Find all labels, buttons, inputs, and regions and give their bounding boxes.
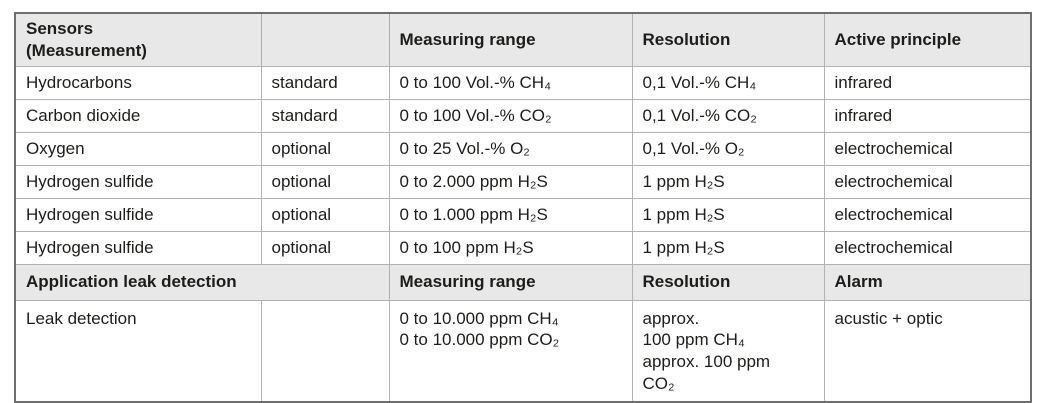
availability-cell: standard: [260, 98, 390, 133]
header-resolution: Resolution: [631, 12, 825, 67]
availability-cell: optional: [260, 131, 390, 166]
sensor-name-cell: Hydrogen sulfide: [14, 197, 262, 232]
table-row-hydrogen-sulfide-1000: Hydrogen sulfide optional 0 to 1.000 ppm…: [14, 197, 1032, 232]
table-row-hydrocarbons: Hydrocarbons standard 0 to 100 Vol.-% CH…: [14, 65, 1032, 100]
availability-cell: optional: [260, 230, 390, 265]
header-active-principle: Active principle: [823, 12, 1032, 67]
sensor-name-cell: Hydrogen sulfide: [14, 230, 262, 265]
resolution-cell: 1 ppm H₂S: [631, 230, 825, 265]
resolution-cell: 0,1 Vol.-% CH₄: [631, 65, 825, 100]
table-row-leak-detection: Leak detection 0 to 10.000 ppm CH₄ 0 to …: [14, 299, 1032, 403]
measuring-range-cell: 0 to 25 Vol.-% O₂: [388, 131, 633, 166]
active-principle-cell: infrared: [823, 98, 1032, 133]
active-principle-cell: electrochemical: [823, 131, 1032, 166]
resolution-cell: 1 ppm H₂S: [631, 197, 825, 232]
sensor-spec-table: Sensors (Measurement) Measuring range Re…: [14, 12, 1032, 403]
active-principle-cell: electrochemical: [823, 230, 1032, 265]
leak-name-cell: Leak detection: [14, 299, 262, 403]
resolution-cell: 0,1 Vol.-% CO₂: [631, 98, 825, 133]
availability-cell: standard: [260, 65, 390, 100]
leak-measuring-range-cell: 0 to 10.000 ppm CH₄ 0 to 10.000 ppm CO₂: [388, 299, 633, 403]
table-row-hydrogen-sulfide-100: Hydrogen sulfide optional 0 to 100 ppm H…: [14, 230, 1032, 265]
table-row-carbon-dioxide: Carbon dioxide standard 0 to 100 Vol.-% …: [14, 98, 1032, 133]
sensor-name-cell: Carbon dioxide: [14, 98, 262, 133]
header-availability-blank: [260, 12, 390, 67]
measuring-range-cell: 0 to 100 Vol.-% CO₂: [388, 98, 633, 133]
table-row-hydrogen-sulfide-2000: Hydrogen sulfide optional 0 to 2.000 ppm…: [14, 164, 1032, 199]
header-measuring-range: Measuring range: [388, 12, 633, 67]
header-sensors-measurement: Sensors (Measurement): [14, 12, 262, 67]
leak-resolution-cell: approx. 100 ppm CH₄ approx. 100 ppm CO₂: [631, 299, 825, 403]
resolution-cell: 0,1 Vol.-% O₂: [631, 131, 825, 166]
leak-availability-cell: [260, 299, 390, 403]
sensor-name-cell: Oxygen: [14, 131, 262, 166]
header-leak-measuring-range: Measuring range: [388, 263, 633, 301]
availability-cell: optional: [260, 197, 390, 232]
active-principle-cell: electrochemical: [823, 164, 1032, 199]
sensors-header-row: Sensors (Measurement) Measuring range Re…: [14, 12, 1032, 67]
active-principle-cell: infrared: [823, 65, 1032, 100]
table-row-oxygen: Oxygen optional 0 to 25 Vol.-% O₂ 0,1 Vo…: [14, 131, 1032, 166]
header-alarm: Alarm: [823, 263, 1032, 301]
leak-header-row: Application leak detection Measuring ran…: [14, 263, 1032, 301]
measuring-range-cell: 0 to 1.000 ppm H₂S: [388, 197, 633, 232]
measuring-range-cell: 0 to 100 ppm H₂S: [388, 230, 633, 265]
leak-alarm-cell: acustic + optic: [823, 299, 1032, 403]
measuring-range-cell: 0 to 2.000 ppm H₂S: [388, 164, 633, 199]
availability-cell: optional: [260, 164, 390, 199]
resolution-cell: 1 ppm H₂S: [631, 164, 825, 199]
active-principle-cell: electrochemical: [823, 197, 1032, 232]
header-application-leak-detection: Application leak detection: [14, 263, 390, 301]
measuring-range-cell: 0 to 100 Vol.-% CH₄: [388, 65, 633, 100]
sensor-name-cell: Hydrogen sulfide: [14, 164, 262, 199]
sensor-name-cell: Hydrocarbons: [14, 65, 262, 100]
header-leak-resolution: Resolution: [631, 263, 825, 301]
